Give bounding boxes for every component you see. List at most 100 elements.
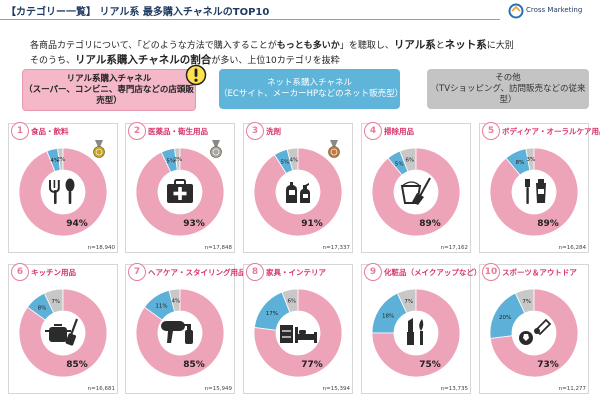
gold-medal-icon xyxy=(93,140,105,158)
label-other: 7% xyxy=(51,299,60,305)
label-net: 20% xyxy=(499,315,511,321)
label-real: 93% xyxy=(183,219,205,229)
slice-net xyxy=(387,150,409,176)
intro-text: 」を聴取し、 xyxy=(339,41,394,51)
rank-badge: 6 xyxy=(11,263,29,281)
label-other: 4% xyxy=(289,157,298,163)
label-other: 6% xyxy=(405,158,414,164)
slice-real xyxy=(18,147,108,236)
slice-net xyxy=(489,292,526,339)
legend-other-title: その他 xyxy=(495,72,521,83)
chart-panel-rank-6: 6 キッチン用品 7% 8% 85% n=16,681 xyxy=(8,263,118,394)
slice-real xyxy=(18,288,108,377)
bucket-broom-icon xyxy=(400,177,431,205)
panel-header: 9 化粧品（メイクアップなど） xyxy=(362,263,481,281)
chart-panel-rank-2: 2 医薬品・衛生用品 2% 5% 93% n=17,848 xyxy=(125,122,235,253)
sample-size: n=15,394 xyxy=(322,386,350,392)
label-real: 75% xyxy=(419,360,441,370)
donut-chart: 3%8% 89% xyxy=(489,147,579,236)
slice-net xyxy=(371,292,408,334)
logo-text: Cross Marketing xyxy=(526,6,583,14)
category-name: 化粧品（メイクアップなど） xyxy=(384,268,482,277)
label-net: 11% xyxy=(155,304,167,310)
donut-chart: 7% 20% 73% xyxy=(489,288,579,377)
sample-size: n=16,681 xyxy=(87,386,115,392)
rank-badge: 2 xyxy=(128,122,146,140)
slice-real xyxy=(253,147,343,236)
panel-header: 8 家具・インテリア xyxy=(244,263,352,281)
label-other: 4% xyxy=(171,298,180,304)
label-net: 5% xyxy=(166,158,175,164)
chart-panel-rank-4: 4 掃除用品 6% 5% 89% n=17,162 xyxy=(361,122,471,253)
label-real: 85% xyxy=(66,360,88,370)
donut-chart: 4%5% 91% xyxy=(253,147,343,236)
intro-text: が多い、上位10カテゴリを抜粋 xyxy=(211,56,340,66)
chart-panel-rank-9: 9 化粧品（メイクアップなど） 7% 18% 75% n=13,735 xyxy=(361,263,481,394)
toothbrush-icon xyxy=(525,179,546,204)
panel-header: 2 医薬品・衛生用品 xyxy=(126,122,234,140)
panel-header: 5 ボディケア・オーラルケア用品 xyxy=(480,122,600,140)
legend-real-desc: （スーパー、コンビニ、専門店などの店頭販売型） xyxy=(24,84,194,106)
sample-size: n=17,337 xyxy=(322,245,350,251)
label-real: 73% xyxy=(537,360,559,370)
intro-text: に大別 xyxy=(486,41,514,51)
label-real: 94% xyxy=(66,219,88,229)
panel-header: 1 食品・飲料 xyxy=(9,122,117,140)
chart-panel-rank-7: 7 ヘアケア・スタイリング用品 4% 11% 85% n=15,949 xyxy=(125,263,246,394)
panel-header: 10 スポーツ＆アウトドア xyxy=(480,263,588,281)
panel-header: 3 洗剤 xyxy=(244,122,352,140)
rank-badge: 1 xyxy=(11,122,29,140)
intro-line-1: 各商品カテゴリについて、「どのような方法で購入することがもっとも多いか」を聴取し… xyxy=(30,37,514,52)
slice-net xyxy=(273,148,294,174)
category-name: ボディケア・オーラルケア用品 xyxy=(502,127,600,136)
slice-net xyxy=(253,291,291,331)
legend-other-channel: その他 （TVショッピング、訪問販売などの従来型） xyxy=(427,69,589,109)
slice-real xyxy=(489,147,579,236)
slice-real xyxy=(253,288,343,377)
chart-panel-rank-10: 10 スポーツ＆アウトドア 7% 20% 73% n=11,277 xyxy=(479,263,589,394)
shuttlecock-ball-icon xyxy=(519,318,552,345)
fork-spoon-icon xyxy=(49,178,75,204)
legend-other-desc: （TVショッピング、訪問販売などの従来型） xyxy=(430,83,586,105)
category-name: 洗剤 xyxy=(266,127,281,136)
slice-net xyxy=(160,147,178,173)
rank-badge: 5 xyxy=(482,122,500,140)
intro-line-2: そのうち、リアル系購入チャネルの割合が多い、上位10カテゴリを抜粋 xyxy=(30,52,340,67)
cross-marketing-logo-icon xyxy=(508,3,524,19)
label-net: 5% xyxy=(281,160,290,166)
slice-net xyxy=(143,289,176,321)
donut-chart: 6% 17% 77% xyxy=(253,288,343,377)
sample-size: n=13,735 xyxy=(440,386,468,392)
sample-size: n=15,949 xyxy=(204,386,232,392)
legend-net-desc: （ECサイト、メーカーHPなどのネット販売型） xyxy=(219,89,404,99)
label-real: 89% xyxy=(419,219,441,229)
slice-net xyxy=(26,292,55,321)
category-name: 食品・飲料 xyxy=(31,127,69,136)
slice-real xyxy=(371,288,461,377)
label-net: 8% xyxy=(516,160,525,166)
donut-chart: 7% 8% 85% xyxy=(18,288,108,377)
rank-badge: 10 xyxy=(482,263,500,281)
sample-size: n=16,284 xyxy=(558,245,586,251)
pot-spatula-icon xyxy=(45,318,79,346)
category-name: スポーツ＆アウトドア xyxy=(502,268,577,277)
sample-size: n=18,940 xyxy=(87,245,115,251)
label-net: 17% xyxy=(266,311,278,317)
legend-real-title: リアル系購入チャネル xyxy=(66,73,152,84)
sample-size: n=11,277 xyxy=(558,386,586,392)
slice-real xyxy=(135,288,225,377)
panel-header: 4 掃除用品 xyxy=(362,122,470,140)
donut-chart: 6%5% 89% xyxy=(371,147,461,236)
sample-size: n=17,848 xyxy=(204,245,232,251)
bed-drawer-icon xyxy=(280,325,317,343)
label-other: 3% xyxy=(527,157,536,163)
hair-dryer-icon xyxy=(161,321,193,344)
label-other: 7% xyxy=(404,299,413,305)
category-name: 医薬品・衛生用品 xyxy=(148,127,208,136)
intro-text: そのうち、 xyxy=(30,56,76,66)
label-other: 2% xyxy=(57,157,66,163)
legend-real-channel: リアル系購入チャネル （スーパー、コンビニ、専門店などの店頭販売型） xyxy=(22,69,196,111)
chart-panel-rank-5: 5 ボディケア・オーラルケア用品 3% 8% 89% n=16,284 xyxy=(479,122,600,253)
category-name: 掃除用品 xyxy=(384,127,414,136)
slice-real xyxy=(489,288,579,377)
